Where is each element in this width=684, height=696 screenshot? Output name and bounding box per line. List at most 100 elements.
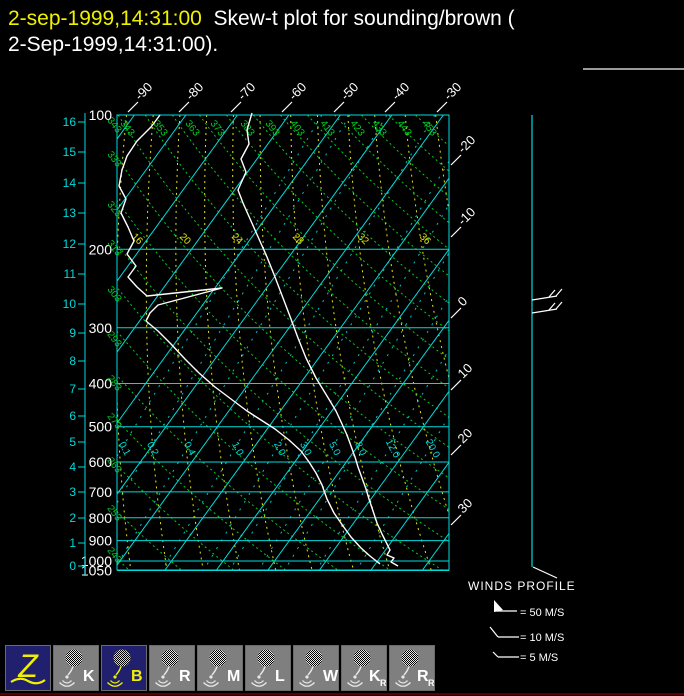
svg-text:20: 20 [177,231,193,247]
svg-text:-80: -80 [183,79,207,103]
pressure-label: 1050 [81,562,112,578]
title-heading: Skew-t plot for sounding/brown ( [201,7,515,30]
svg-text:413: 413 [317,118,336,138]
svg-text:-50: -50 [338,79,362,103]
svg-text:443: 443 [394,118,413,138]
height-km-label: 2 [69,511,76,525]
toolbar-button-letter: W [323,668,338,685]
svg-text:323: 323 [104,199,123,219]
pressure-label: 100 [89,107,113,123]
balloon-sounding-icon: R [155,649,191,687]
svg-text:0.2: 0.2 [144,440,160,458]
title-timestamp: 2-sep-1999,14:31:00 [8,7,202,30]
window-title: 2-sep-1999,14:31:00 Skew-t plot for soun… [8,6,678,58]
toolbar-button-subletter: R [380,678,386,688]
winds-profile-legend: WINDS PROFILE = 50 M/S = 10 M/S = 5 M/S [468,579,576,664]
mixing-ratio-labels: 0.1 0.2 0.4 1.0 2.0 3.0 5.0 8.0 12.0 20.0 [116,438,442,461]
svg-text:-10: -10 [455,204,479,228]
svg-text:363: 363 [182,118,201,138]
toolbar-button-letter: K [83,668,95,685]
winds-legend-label: = 50 M/S [520,607,564,619]
toolbar-button-subletter: R [428,678,434,688]
toolbar-button-sounding-r[interactable]: R [149,645,195,691]
svg-text:30: 30 [455,495,476,516]
height-km-label: 7 [69,382,76,396]
temperature-trace [237,112,399,567]
toolbar-button-sounding-w[interactable]: W [293,645,339,691]
svg-text:28: 28 [290,231,306,247]
height-km-label: 4 [69,460,76,474]
barb-10ms-icon [489,626,499,638]
plot-lines [117,115,449,570]
winds-legend-title: WINDS PROFILE [468,579,576,593]
wind-barb [531,295,558,301]
plot-border [116,114,450,571]
isotherms [117,115,449,570]
wind-profile [531,115,563,579]
height-km-label: 5 [69,435,76,449]
moist-adiabat-labels: 16 20 24 28 32 36 [129,231,433,247]
svg-text:10: 10 [455,360,476,381]
wind-barb [531,308,558,314]
balloon-sounding-icon: K [59,649,95,687]
height-km-label: 3 [69,485,76,499]
toolbar-button-sounding-l[interactable]: L [245,645,291,691]
toolbar-button-sounding-k[interactable]: K [53,645,99,691]
height-km-label: 10 [63,297,77,311]
dry-adiabat-labels: 343 353 363 373 383 393 403 413 423 433 443 4533433… [104,115,438,565]
pressure-label: 600 [89,454,113,470]
svg-text:0: 0 [455,293,471,309]
toolbar-button-letter: R [179,668,191,685]
toolbar-button-letter: M [227,668,240,685]
svg-text:423: 423 [347,118,366,138]
height-km-label: 16 [63,115,77,129]
svg-text:303: 303 [104,284,123,304]
svg-text:1.0: 1.0 [229,440,245,458]
halfbarb-5ms-icon [492,651,499,658]
winds-legend-label: = 5 M/S [520,652,558,664]
svg-text:-70: -70 [235,79,259,103]
height-km-label: 1 [69,536,76,550]
pressure-label: 800 [89,510,113,526]
svg-text:-30: -30 [441,79,465,103]
pressure-label: 900 [89,533,113,549]
svg-text:433: 433 [369,118,388,138]
svg-text:24: 24 [229,231,245,247]
toolbar-button-letter: L [275,668,285,685]
svg-text:-40: -40 [389,79,413,103]
balloon-sounding-icon: W [299,649,338,687]
pressure-label: 200 [89,241,113,257]
pennant-50ms-icon [494,600,503,612]
svg-text:333: 333 [104,149,123,169]
svg-text:12.0: 12.0 [383,438,402,461]
svg-text:-90: -90 [132,79,156,103]
pressure-label: 700 [89,484,113,500]
toolbar-button-sounding-m[interactable]: M [197,645,243,691]
svg-text:20: 20 [455,425,476,446]
svg-text:373: 373 [207,118,226,138]
title-line2: 2-Sep-1999,14:31:00). [8,33,219,56]
svg-text:0.1: 0.1 [116,440,132,458]
winds-legend-label: = 10 M/S [520,632,564,644]
toolbar-button-sounding-b[interactable]: B [101,645,147,691]
svg-text:353: 353 [150,118,169,138]
wind-profile-pointer [532,566,558,579]
moist-adiabats [117,115,449,570]
svg-text:2.0: 2.0 [271,440,287,458]
toolbar-button-z-logo[interactable]: Z [5,645,51,691]
height-km-label: 14 [63,176,77,190]
height-km-label: 12 [63,237,77,251]
svg-text:0.4: 0.4 [181,440,197,458]
height-km-label: 8 [69,354,76,368]
pressure-label: 300 [89,320,113,336]
height-km-label: 11 [64,267,77,281]
height-km-label: 13 [63,206,77,220]
dewpoint-trace [118,114,381,565]
toolbar-button-letter: R [417,668,429,685]
